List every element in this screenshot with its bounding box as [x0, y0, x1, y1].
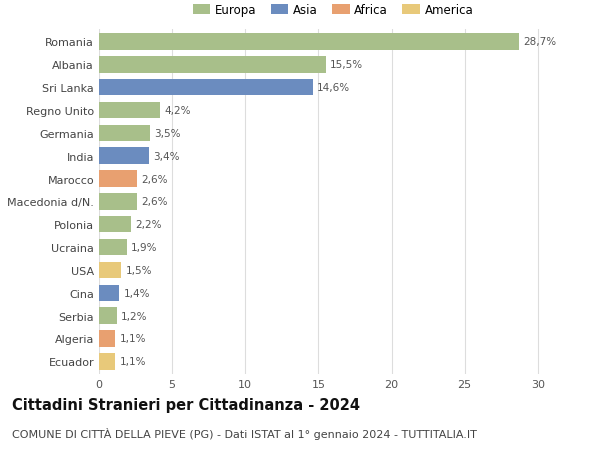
Bar [99, 57, 326, 73]
Bar [99, 330, 115, 347]
Bar [99, 239, 127, 256]
Text: 14,6%: 14,6% [317, 83, 350, 93]
Bar [99, 171, 137, 187]
Bar [99, 308, 116, 324]
Text: 3,5%: 3,5% [155, 129, 181, 139]
Text: COMUNE DI CITTÀ DELLA PIEVE (PG) - Dati ISTAT al 1° gennaio 2024 - TUTTITALIA.IT: COMUNE DI CITTÀ DELLA PIEVE (PG) - Dati … [12, 427, 477, 439]
Bar [99, 217, 131, 233]
Bar [99, 34, 519, 50]
Bar [99, 194, 137, 210]
Bar [99, 285, 119, 302]
Legend: Europa, Asia, Africa, America: Europa, Asia, Africa, America [193, 4, 473, 17]
Text: 3,4%: 3,4% [153, 151, 179, 162]
Text: 2,6%: 2,6% [142, 197, 168, 207]
Bar [99, 125, 150, 142]
Text: 1,9%: 1,9% [131, 242, 158, 252]
Text: 1,5%: 1,5% [125, 265, 152, 275]
Bar [99, 102, 160, 119]
Text: 1,2%: 1,2% [121, 311, 148, 321]
Bar [99, 353, 115, 370]
Text: 1,1%: 1,1% [119, 357, 146, 367]
Bar [99, 80, 313, 96]
Text: 2,6%: 2,6% [142, 174, 168, 184]
Text: 1,1%: 1,1% [119, 334, 146, 344]
Text: 1,4%: 1,4% [124, 288, 151, 298]
Text: 15,5%: 15,5% [330, 60, 363, 70]
Bar [99, 262, 121, 279]
Bar [99, 148, 149, 165]
Text: 4,2%: 4,2% [165, 106, 191, 116]
Text: Cittadini Stranieri per Cittadinanza - 2024: Cittadini Stranieri per Cittadinanza - 2… [12, 397, 360, 412]
Text: 2,2%: 2,2% [136, 220, 162, 230]
Text: 28,7%: 28,7% [523, 37, 556, 47]
